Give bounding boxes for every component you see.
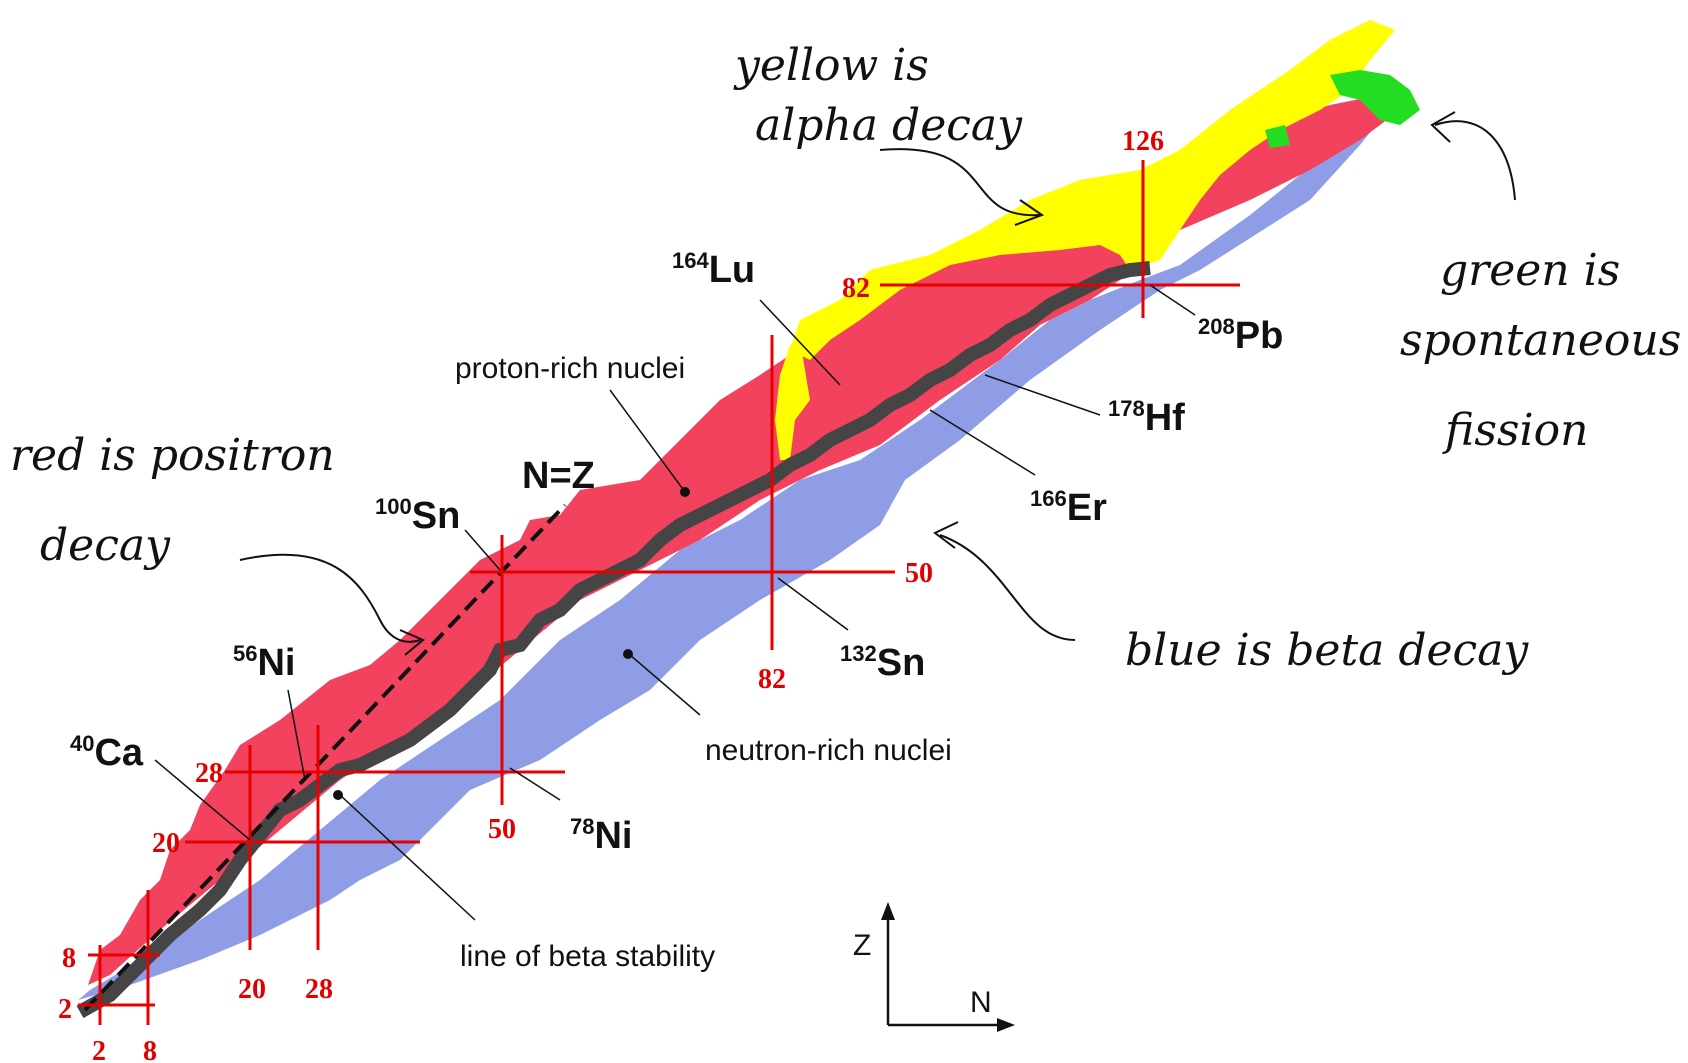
- label-proton-rich: proton-rich nuclei: [455, 352, 685, 385]
- n-axis-label: N: [970, 986, 992, 1019]
- z-axis-label: Z: [853, 929, 871, 962]
- nuclide-166er: 166Er: [1030, 486, 1107, 529]
- leader-neutron-rich: [629, 654, 701, 716]
- z-label-2: 2: [58, 994, 72, 1025]
- arrow-yellow: [879, 148, 1041, 217]
- spontaneous-fission-region-small: [1265, 125, 1290, 148]
- z-label-50: 50: [905, 558, 933, 589]
- n-arrow-head: [997, 1018, 1015, 1032]
- spontaneous-fission-region: [1330, 70, 1420, 125]
- arrow-blue: [939, 534, 1076, 641]
- arrow-blue-head: [933, 521, 959, 549]
- n-label-2: 2: [92, 1036, 106, 1063]
- nuclide-labels: 164Lu 208Pb 178Hf 166Er 100Sn 132Sn 56Ni…: [70, 248, 1283, 857]
- positron-decay-region: [88, 95, 1400, 985]
- leader-132sn: [777, 577, 849, 631]
- note-yellow-line1: yellow is: [733, 40, 929, 91]
- beta-decay-region: [78, 100, 1410, 1000]
- decay-bands: [78, 20, 1420, 1000]
- nuclide-164lu: 164Lu: [672, 248, 755, 291]
- label-neutron-rich: neutron-rich nuclei: [705, 734, 952, 767]
- magic-number-labels: 2 8 20 28 50 82 126 2 8 20 28 50 82: [58, 126, 1164, 1063]
- leader-164lu: [759, 299, 841, 386]
- leader-208pb: [1149, 284, 1196, 316]
- n-label-28: 28: [305, 974, 333, 1005]
- z-label-82: 82: [842, 273, 870, 304]
- arrow-yellow-head: [1014, 199, 1045, 226]
- nuclide-100sn: 100Sn: [375, 494, 460, 537]
- z-label-8: 8: [62, 943, 76, 974]
- z-label-126: 126: [1122, 126, 1164, 157]
- handwritten-notes: yellow is alpha decay green is spontaneo…: [10, 40, 1681, 676]
- leader-56ni: [287, 689, 306, 781]
- nuclide-56ni: 56Ni: [233, 641, 295, 684]
- note-green-line3: fission: [1442, 405, 1588, 456]
- z-label-20: 20: [152, 828, 180, 859]
- magic-number-lines: [78, 160, 1240, 1025]
- alpha-decay-region: [790, 20, 1395, 360]
- note-green-line1: green is: [1440, 245, 1620, 296]
- nuclide-78ni: 78Ni: [570, 814, 632, 857]
- note-green-line2: spontaneous: [1400, 315, 1681, 366]
- leader-proton-rich: [609, 389, 686, 493]
- leader-beta-stability: [339, 794, 476, 921]
- arrow-red: [239, 553, 421, 643]
- arrow-red-head: [399, 629, 425, 656]
- n-label-82: 82: [758, 664, 786, 695]
- leader-78ni: [509, 767, 561, 801]
- nuclide-178hf: 178Hf: [1108, 396, 1185, 439]
- note-blue: blue is beta decay: [1125, 625, 1529, 676]
- arrow-green: [1434, 120, 1516, 201]
- dot-proton-rich: [680, 487, 690, 497]
- dot-neutron-rich: [623, 649, 633, 659]
- n-equals-z-line: [83, 503, 567, 1012]
- leader-100sn: [464, 529, 501, 571]
- nuclide-40ca: 40Ca: [70, 731, 144, 774]
- leader-166er: [929, 409, 1036, 476]
- label-beta-stability: line of beta stability: [460, 940, 715, 973]
- leader-178hf: [984, 374, 1101, 416]
- note-red-line1: red is positron: [10, 430, 335, 481]
- label-n-equals-z: N=Z: [522, 455, 595, 497]
- z-arrow-head: [881, 902, 895, 920]
- nuclide-208pb: 208Pb: [1198, 314, 1283, 357]
- axis-indicator: [881, 902, 1015, 1032]
- z-label-28: 28: [195, 758, 223, 789]
- nuclide-132sn: 132Sn: [840, 641, 925, 684]
- leader-lines: [154, 284, 1196, 921]
- n-label-50: 50: [488, 814, 516, 845]
- alpha-decay-region-lower: [775, 340, 810, 460]
- arrow-green-head: [1430, 111, 1456, 143]
- note-yellow-line2: alpha decay: [755, 100, 1023, 151]
- n-label-20: 20: [238, 974, 266, 1005]
- leader-40ca: [154, 759, 251, 841]
- n-label-8: 8: [143, 1036, 157, 1063]
- note-red-line2: decay: [40, 520, 171, 571]
- dot-beta-stability: [333, 790, 343, 800]
- stability-line: [76, 261, 1151, 1019]
